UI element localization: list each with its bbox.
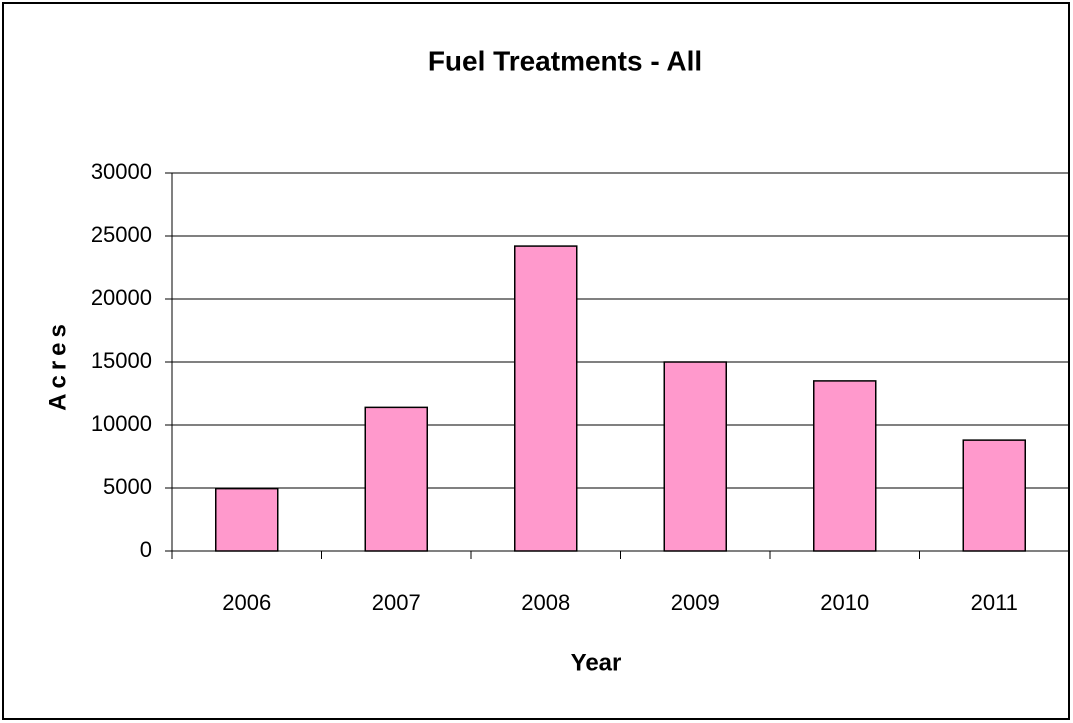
y-tick-label: 10000 xyxy=(91,411,152,436)
x-tick-label: 2009 xyxy=(671,590,720,615)
x-tick-label: 2008 xyxy=(521,590,570,615)
y-tick-label: 30000 xyxy=(91,159,152,184)
y-tick-label: 15000 xyxy=(91,348,152,373)
x-tick-label: 2011 xyxy=(971,590,1018,615)
bar xyxy=(514,245,578,552)
x-tick-label: 2007 xyxy=(372,590,421,615)
bar xyxy=(663,361,727,552)
bar xyxy=(813,380,877,552)
y-tick-label: 25000 xyxy=(91,222,152,247)
bar xyxy=(364,406,428,552)
x-axis-title: Year xyxy=(571,649,622,676)
y-tick-label: 20000 xyxy=(91,285,152,310)
bar xyxy=(962,439,1026,552)
bar xyxy=(215,487,279,552)
x-tick-label: 2010 xyxy=(820,590,869,615)
y-tick-label: 5000 xyxy=(103,474,152,499)
chart-title: Fuel Treatments - All xyxy=(428,45,702,76)
x-tick-label: 2006 xyxy=(222,590,271,615)
y-axis-title: Acres xyxy=(44,319,71,411)
y-tick-label: 0 xyxy=(140,537,152,562)
